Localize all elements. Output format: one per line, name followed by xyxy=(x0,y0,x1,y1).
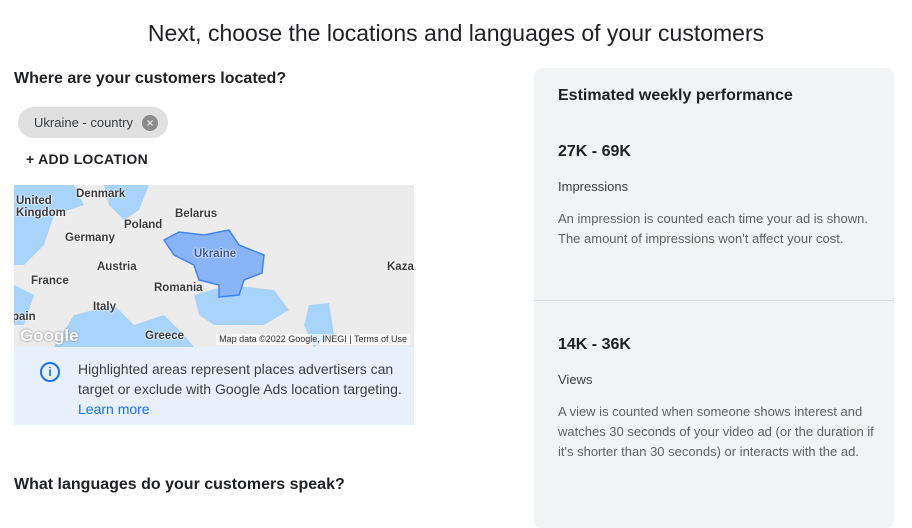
sea-med xyxy=(54,305,194,347)
map-label: Romania xyxy=(154,282,203,294)
divider xyxy=(534,300,894,301)
map-graphic xyxy=(14,185,334,347)
map-attribution: Map data ©2022 Google, INEGI | Terms of … xyxy=(216,334,410,345)
learn-more-link[interactable]: Learn more xyxy=(78,401,150,417)
map-label: pain xyxy=(14,311,36,323)
info-text: Highlighted areas represent places adver… xyxy=(78,361,402,397)
map-label: Austria xyxy=(97,261,137,273)
google-logo: Google xyxy=(20,326,79,345)
locations-question: Where are your customers located? xyxy=(14,70,287,87)
info-banner: i Highlighted areas represent places adv… xyxy=(14,347,414,425)
map-label: Ukraine xyxy=(194,248,237,260)
sea-black xyxy=(194,285,289,325)
performance-heading: Estimated weekly performance xyxy=(558,87,793,104)
metric-description: A view is counted when someone shows int… xyxy=(558,404,874,459)
map-label: Italy xyxy=(93,301,117,313)
impressions-metric: 27K - 69K Impressions An impression is c… xyxy=(558,143,878,249)
metric-description: An impression is counted each time your … xyxy=(558,211,868,246)
views-metric: 14K - 36K Views A view is counted when s… xyxy=(558,336,878,462)
map-label: Greece xyxy=(145,330,185,342)
ukraine-region xyxy=(162,229,265,298)
metric-label: Views xyxy=(558,372,593,387)
chip-label: Ukraine - country xyxy=(34,115,133,130)
map-label: Denmark xyxy=(76,188,126,200)
sea-baltic xyxy=(104,185,149,220)
location-map[interactable]: United Kingdom Denmark Belarus Poland Ge… xyxy=(14,185,414,347)
map-label: Poland xyxy=(124,219,163,231)
map-label: Belarus xyxy=(175,208,218,220)
location-chip[interactable]: Ukraine - country × xyxy=(18,107,168,138)
metric-range: 27K - 69K xyxy=(558,143,631,160)
terms-link[interactable]: Terms of Use xyxy=(353,334,407,344)
info-icon: i xyxy=(40,362,60,382)
map-label: United Kingdom xyxy=(16,195,66,219)
performance-panel: Estimated weekly performance 27K - 69K I… xyxy=(534,68,894,528)
close-circle-icon[interactable]: × xyxy=(141,114,158,131)
page-title: Next, choose the locations and languages… xyxy=(147,20,765,46)
sea-north xyxy=(14,185,84,265)
metric-range: 14K - 36K xyxy=(558,336,631,353)
metric-label: Impressions xyxy=(558,179,629,194)
sea-atlantic xyxy=(14,285,34,325)
add-location-button[interactable]: + ADD LOCATION xyxy=(26,151,149,167)
languages-question: What languages do your customers speak? xyxy=(14,476,345,493)
map-label: Germany xyxy=(65,232,115,244)
map-label: Kaza xyxy=(387,261,414,273)
map-label: France xyxy=(31,275,69,287)
